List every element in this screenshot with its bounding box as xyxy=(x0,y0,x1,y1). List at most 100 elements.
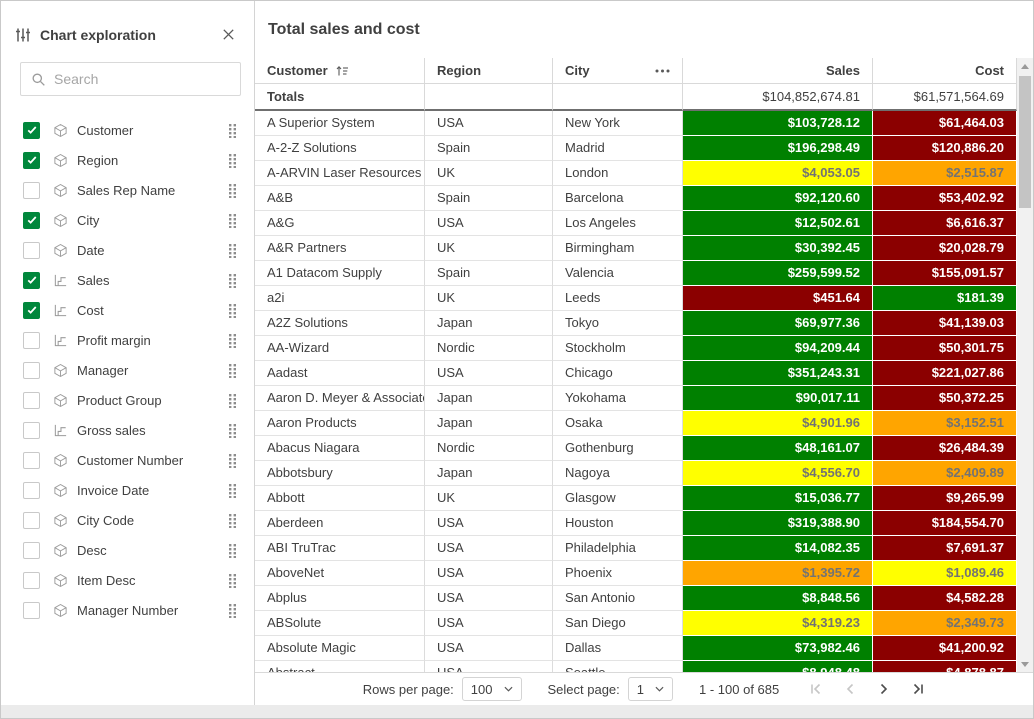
scrollbar-thumb[interactable] xyxy=(1019,76,1031,208)
drag-handle-icon[interactable] xyxy=(228,453,237,468)
cell-city[interactable]: Leeds xyxy=(553,286,683,311)
cell-city[interactable]: San Antonio xyxy=(553,586,683,611)
field-list-item[interactable]: Manager xyxy=(1,355,254,385)
cell-customer[interactable]: A-ARVIN Laser Resources xyxy=(255,161,425,186)
cell-customer[interactable]: Abacus Niagara xyxy=(255,436,425,461)
cell-city[interactable]: Stockholm xyxy=(553,336,683,361)
field-list-item[interactable]: Sales Rep Name xyxy=(1,175,254,205)
drag-handle-icon[interactable] xyxy=(228,123,237,138)
cell-customer[interactable]: Aberdeen xyxy=(255,511,425,536)
cell-region[interactable]: Japan xyxy=(425,386,553,411)
cell-city[interactable]: San Diego xyxy=(553,611,683,636)
cell-customer[interactable]: A&G xyxy=(255,211,425,236)
cell-city[interactable]: Glasgow xyxy=(553,486,683,511)
cell-region[interactable]: USA xyxy=(425,536,553,561)
cell-city[interactable]: Madrid xyxy=(553,136,683,161)
field-checkbox[interactable] xyxy=(23,301,40,319)
cell-customer[interactable]: A1 Datacom Supply xyxy=(255,261,425,286)
field-checkbox[interactable] xyxy=(23,541,40,559)
column-header-sales[interactable]: Sales xyxy=(683,58,873,84)
field-list-item[interactable]: Invoice Date xyxy=(1,475,254,505)
cell-customer[interactable]: Abplus xyxy=(255,586,425,611)
cell-region[interactable]: Nordic xyxy=(425,336,553,361)
field-list-item[interactable]: City xyxy=(1,205,254,235)
cell-customer[interactable]: ABI TruTrac xyxy=(255,536,425,561)
cell-city[interactable]: Barcelona xyxy=(553,186,683,211)
search-input[interactable] xyxy=(54,71,235,87)
drag-handle-icon[interactable] xyxy=(228,543,237,558)
field-checkbox[interactable] xyxy=(23,391,40,409)
drag-handle-icon[interactable] xyxy=(228,513,237,528)
field-list-item[interactable]: Manager Number xyxy=(1,595,254,625)
cell-customer[interactable]: Abbott xyxy=(255,486,425,511)
cell-city[interactable]: Phoenix xyxy=(553,561,683,586)
last-page-icon[interactable] xyxy=(911,682,925,696)
cell-customer[interactable]: Aaron Products xyxy=(255,411,425,436)
cell-region[interactable]: Nordic xyxy=(425,436,553,461)
field-checkbox[interactable] xyxy=(23,601,40,619)
field-checkbox[interactable] xyxy=(23,211,40,229)
cell-region[interactable]: Spain xyxy=(425,136,553,161)
cell-region[interactable]: USA xyxy=(425,511,553,536)
drag-handle-icon[interactable] xyxy=(228,213,237,228)
cell-region[interactable]: USA xyxy=(425,111,553,136)
select-page-select[interactable]: 1 xyxy=(627,677,674,701)
field-checkbox[interactable] xyxy=(23,481,40,499)
cell-city[interactable]: Nagoya xyxy=(553,461,683,486)
field-checkbox[interactable] xyxy=(23,361,40,379)
field-checkbox[interactable] xyxy=(23,571,40,589)
cell-customer[interactable]: Abbotsbury xyxy=(255,461,425,486)
cell-customer[interactable]: Abstract xyxy=(255,661,425,672)
cell-customer[interactable]: A&R Partners xyxy=(255,236,425,261)
drag-handle-icon[interactable] xyxy=(228,243,237,258)
cell-region[interactable]: UK xyxy=(425,486,553,511)
cell-city[interactable]: Dallas xyxy=(553,636,683,661)
search-box[interactable] xyxy=(20,62,241,96)
cell-customer[interactable]: a2i xyxy=(255,286,425,311)
field-list-item[interactable]: Sales xyxy=(1,265,254,295)
cell-city[interactable]: Tokyo xyxy=(553,311,683,336)
rows-per-page-select[interactable]: 100 xyxy=(461,677,522,701)
cell-customer[interactable]: A-2-Z Solutions xyxy=(255,136,425,161)
cell-region[interactable]: Japan xyxy=(425,311,553,336)
cell-customer[interactable]: Aaron D. Meyer & Associates xyxy=(255,386,425,411)
cell-city[interactable]: London xyxy=(553,161,683,186)
field-list-item[interactable]: Gross sales xyxy=(1,415,254,445)
cell-city[interactable]: Osaka xyxy=(553,411,683,436)
cell-region[interactable]: USA xyxy=(425,636,553,661)
cell-region[interactable]: Japan xyxy=(425,411,553,436)
drag-handle-icon[interactable] xyxy=(228,273,237,288)
column-header-customer[interactable]: Customer xyxy=(255,58,425,84)
cell-customer[interactable]: Aadast xyxy=(255,361,425,386)
field-list-item[interactable]: Customer xyxy=(1,115,254,145)
drag-handle-icon[interactable] xyxy=(228,603,237,618)
column-header-cost[interactable]: Cost xyxy=(873,58,1017,84)
field-checkbox[interactable] xyxy=(23,151,40,169)
field-checkbox[interactable] xyxy=(23,451,40,469)
cell-customer[interactable]: AA-Wizard xyxy=(255,336,425,361)
field-list-item[interactable]: Cost xyxy=(1,295,254,325)
drag-handle-icon[interactable] xyxy=(228,363,237,378)
field-list-item[interactable]: Product Group xyxy=(1,385,254,415)
scroll-down-icon[interactable] xyxy=(1017,656,1033,672)
field-checkbox[interactable] xyxy=(23,181,40,199)
field-checkbox[interactable] xyxy=(23,271,40,289)
cell-customer[interactable]: A Superior System xyxy=(255,111,425,136)
drag-handle-icon[interactable] xyxy=(228,303,237,318)
drag-handle-icon[interactable] xyxy=(228,483,237,498)
field-list-item[interactable]: Item Desc xyxy=(1,565,254,595)
cell-city[interactable]: Los Angeles xyxy=(553,211,683,236)
close-icon[interactable] xyxy=(219,25,238,44)
cell-city[interactable]: Chicago xyxy=(553,361,683,386)
field-list-item[interactable]: Region xyxy=(1,145,254,175)
cell-customer[interactable]: ABSolute xyxy=(255,611,425,636)
cell-region[interactable]: USA xyxy=(425,611,553,636)
field-list-item[interactable]: Customer Number xyxy=(1,445,254,475)
column-header-region[interactable]: Region xyxy=(425,58,553,84)
field-list-item[interactable]: Profit margin xyxy=(1,325,254,355)
field-list-item[interactable]: City Code xyxy=(1,505,254,535)
cell-region[interactable]: UK xyxy=(425,236,553,261)
cell-city[interactable]: Gothenburg xyxy=(553,436,683,461)
cell-region[interactable]: Spain xyxy=(425,186,553,211)
drag-handle-icon[interactable] xyxy=(228,573,237,588)
